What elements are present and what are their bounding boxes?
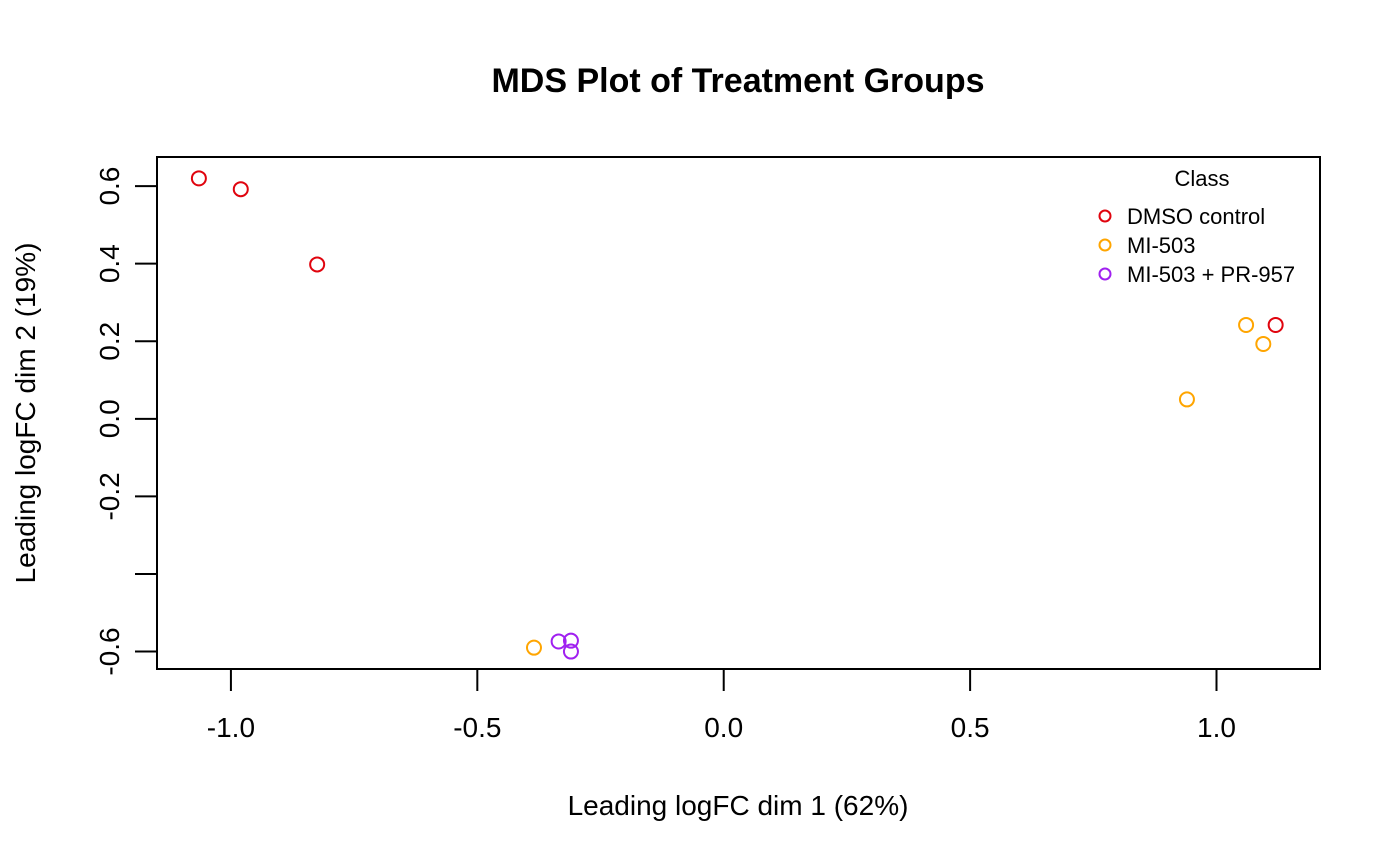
y-axis-label: Leading logFC dim 2 (19%) <box>10 243 41 584</box>
legend: Class DMSO control MI-503 MI-503 + PR-957 <box>1098 166 1295 287</box>
legend-entry-label: MI-503 <box>1127 233 1195 258</box>
data-point-2-3 <box>1178 391 1195 408</box>
legend-marker <box>1098 238 1112 252</box>
legend-entry-label: MI-503 + PR-957 <box>1127 262 1295 287</box>
y-tick-label: 0.2 <box>94 322 125 361</box>
x-axis-label: Leading logFC dim 1 (62%) <box>568 790 909 821</box>
legend-marker <box>1098 267 1112 281</box>
x-tick-label: -0.5 <box>453 712 501 743</box>
data-points <box>190 170 1284 660</box>
data-point-1-3 <box>309 256 326 273</box>
data-point-1-4 <box>1267 316 1284 333</box>
x-tick-label: 0.0 <box>704 712 743 743</box>
y-tick-label: -0.2 <box>94 472 125 520</box>
data-point-1-1 <box>190 170 207 187</box>
x-tick-label: 0.5 <box>951 712 990 743</box>
data-point-3-1 <box>550 633 567 650</box>
y-tick-label: 0.0 <box>94 399 125 438</box>
x-tick-label: 1.0 <box>1197 712 1236 743</box>
data-point-3-2 <box>562 632 579 649</box>
data-point-2-2 <box>1255 335 1272 352</box>
x-tick-label: -1.0 <box>207 712 255 743</box>
y-tick-label: 0.4 <box>94 244 125 283</box>
legend-marker <box>1098 209 1112 223</box>
y-tick-label: 0.6 <box>94 167 125 206</box>
chart-title: MDS Plot of Treatment Groups <box>491 62 984 100</box>
data-point-2-1 <box>1238 316 1255 333</box>
data-point-3-3 <box>562 643 579 660</box>
data-point-2-4 <box>525 639 542 656</box>
legend-entry-label: DMSO control <box>1127 204 1265 229</box>
y-axis: -0.6 -0.2 0.0 0.2 0.4 0.6 <box>94 167 158 676</box>
data-point-1-2 <box>232 181 249 198</box>
x-axis: -1.0 -0.5 0.0 0.5 1.0 <box>207 668 1236 743</box>
legend-title: Class <box>1174 166 1229 191</box>
y-tick-label: -0.6 <box>94 627 125 675</box>
